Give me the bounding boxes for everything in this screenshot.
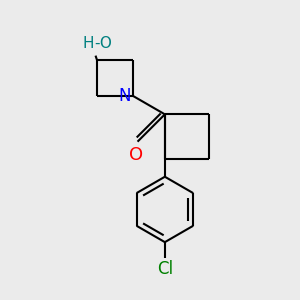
Text: O: O [129,146,143,164]
Text: -O: -O [94,36,112,51]
Text: H: H [82,36,94,51]
Text: Cl: Cl [157,260,173,278]
Text: N: N [119,87,131,105]
